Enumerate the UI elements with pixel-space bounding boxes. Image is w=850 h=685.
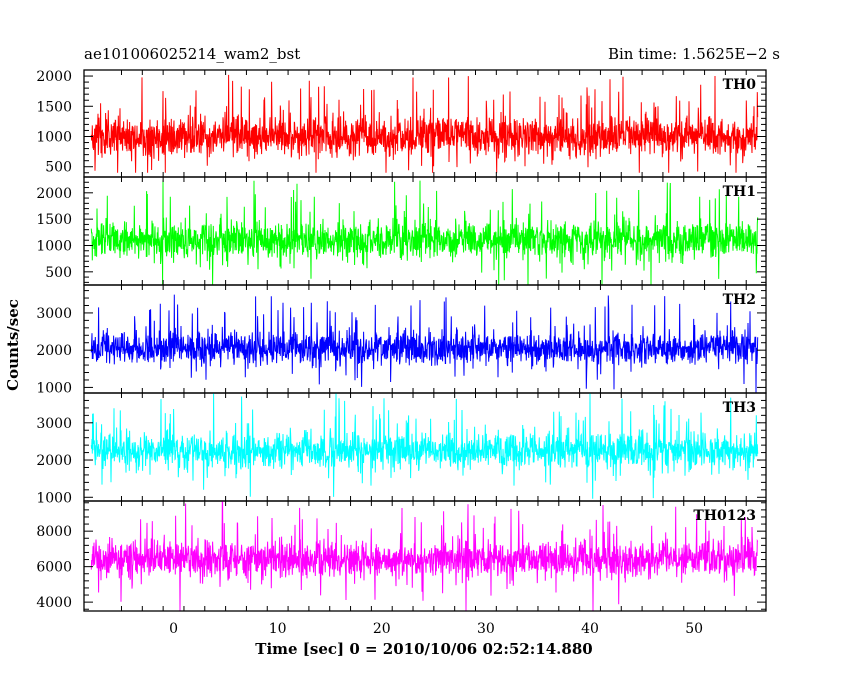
y-tick-label: 2000 (36, 69, 72, 85)
series-line-th0 (90, 74, 759, 173)
y-tick-label: 2000 (36, 186, 72, 202)
y-tick-label: 1500 (36, 99, 72, 115)
series-label-th3: TH3 (723, 400, 756, 416)
x-tick-label: 30 (477, 621, 495, 637)
y-tick-label: 8000 (36, 524, 72, 540)
x-tick-label: 50 (685, 621, 703, 637)
y-tick-label: 2000 (36, 453, 72, 469)
x-tick-label: 20 (373, 621, 391, 637)
panel-frame (83, 500, 767, 612)
y-tick-label: 3000 (36, 306, 72, 322)
y-tick-label: 6000 (36, 560, 72, 576)
x-tick-label: 10 (269, 621, 287, 637)
series-label-th2: TH2 (723, 292, 756, 308)
x-axis-label: Time [sec] 0 = 2010/10/06 02:52:14.880 (255, 640, 592, 658)
y-tick-label: 500 (45, 160, 72, 176)
y-tick-label: 1000 (36, 380, 72, 396)
series-line-th0123 (90, 501, 759, 611)
x-axis: 0 10 20 30 40 50 (169, 621, 703, 637)
x-tick-label: 0 (169, 621, 178, 637)
series-label-th0123: TH0123 (693, 508, 756, 524)
panel-th3: 1000 2000 3000 TH3 (36, 392, 767, 506)
y-tick-label: 1500 (36, 212, 72, 228)
y-tick-label: 1000 (36, 238, 72, 254)
series-line-th2 (90, 294, 759, 393)
y-tick-label: 1000 (36, 490, 72, 506)
y-axis-label: Counts/sec (4, 299, 22, 391)
panel-th0123: 4000 6000 8000 TH0123 (36, 500, 767, 612)
panel-th1: 500 1000 1500 2000 TH1 (36, 176, 767, 286)
chart-title: ae101006025214_wam2_bst (84, 45, 300, 63)
series-label-th0: TH0 (723, 77, 757, 93)
series-line-th3 (90, 393, 759, 499)
series-label-th1: TH1 (723, 184, 756, 200)
y-tick-label: 1000 (36, 129, 72, 145)
x-tick-label: 40 (581, 621, 599, 637)
series-line-th1 (90, 180, 759, 285)
bin-time-label: Bin time: 1.5625E−2 s (608, 45, 780, 63)
y-tick-label: 4000 (36, 595, 72, 611)
panel-th2: 1000 2000 3000 TH2 (36, 284, 767, 396)
panels-group: 500 1000 1500 2000 TH0 500 1000 1500 2000 TH1 1000… (36, 69, 767, 612)
y-tick-label: 3000 (36, 416, 72, 432)
y-tick-label: 2000 (36, 343, 72, 359)
panel-th0: 500 1000 1500 2000 TH0 (36, 69, 767, 178)
y-tick-label: 500 (45, 265, 72, 281)
